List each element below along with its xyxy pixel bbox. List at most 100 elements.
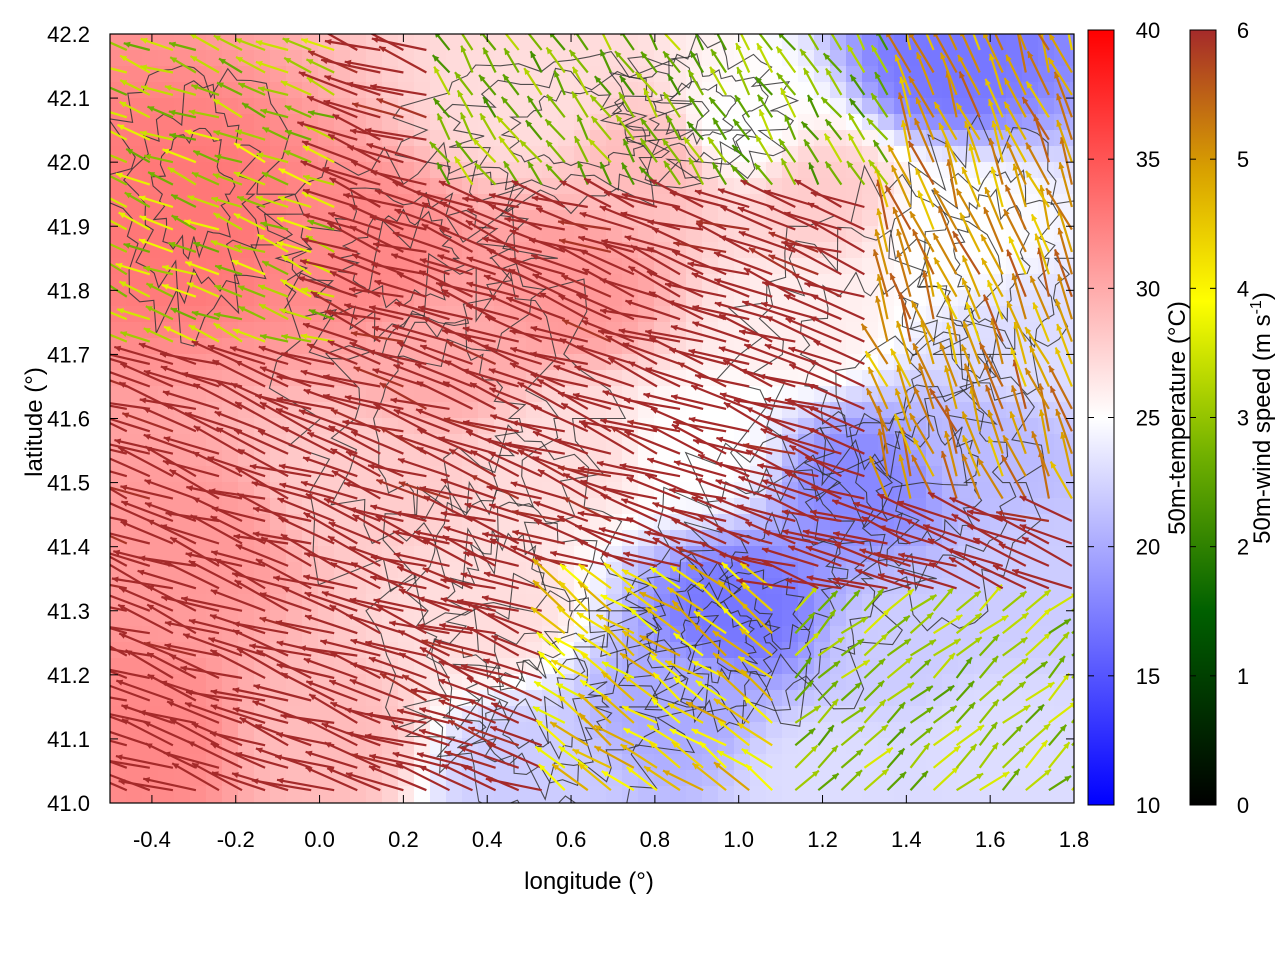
- wind-vector: [932, 724, 962, 747]
- wind-vector: [1001, 768, 1021, 791]
- wind-vector: [574, 524, 635, 545]
- wind-vector: [840, 616, 869, 635]
- wind-vector: [1016, 34, 1027, 73]
- wind-vector: [139, 130, 174, 141]
- wind-vector: [465, 303, 519, 321]
- wind-vector: [559, 179, 612, 208]
- wind-vector: [438, 660, 496, 680]
- wind-vector: [259, 616, 312, 635]
- wind-vector: [622, 138, 635, 163]
- temperature-colorbar-tick-label: 30: [1136, 276, 1160, 301]
- wind-vector: [741, 300, 796, 321]
- wind-vector: [1054, 298, 1073, 342]
- wind-vector: [650, 407, 704, 433]
- wind-vector: [251, 778, 312, 792]
- wind-vector: [550, 659, 589, 679]
- wind-vector: [686, 121, 704, 141]
- wind-vector: [275, 619, 335, 635]
- wind-vector: [511, 420, 565, 433]
- wind-vector: [983, 362, 1004, 410]
- wind-vector: [482, 658, 543, 680]
- wind-vector: [283, 56, 312, 74]
- wind-vector: [234, 401, 289, 433]
- wind-vector: [662, 50, 681, 74]
- wind-vector: [394, 301, 450, 321]
- wind-vector: [933, 257, 958, 298]
- wind-vector: [831, 499, 888, 523]
- wind-vector: [369, 34, 404, 51]
- wind-vector: [873, 551, 934, 567]
- wind-vector: [912, 437, 935, 477]
- wind-vector: [1006, 300, 1027, 343]
- wind-vector: [484, 315, 543, 343]
- wind-vector: [304, 614, 358, 635]
- wind-vector: [785, 243, 842, 276]
- wind-vector: [467, 698, 520, 724]
- wind-vector: [712, 117, 728, 141]
- y-tick-label: 41.9: [47, 214, 90, 239]
- wind-vector: [212, 359, 266, 388]
- wind-vector: [171, 762, 220, 792]
- wind-vector: [646, 270, 704, 298]
- y-axis: 41.0 41.1 41.2 41.3 41.4 41.5 41.6 41.7 41.8 41.9…: [47, 22, 1074, 816]
- wind-vector: [232, 621, 289, 635]
- wind-vector: [488, 203, 543, 231]
- wind-vector: [235, 56, 266, 74]
- wind-vector: [713, 697, 750, 724]
- wind-vector: [538, 291, 589, 321]
- wind-vector: [237, 305, 266, 321]
- wind-vector: [163, 325, 197, 343]
- wind-vector: [860, 323, 889, 365]
- wind-vector: [435, 281, 496, 298]
- wind-vector: [721, 606, 750, 634]
- wind-vector: [927, 491, 981, 522]
- wind-vector: [168, 41, 197, 52]
- wind-vector: [438, 226, 497, 253]
- wind-vector: [807, 202, 865, 231]
- wind-vector: [444, 750, 496, 769]
- wind-vector: [191, 171, 220, 186]
- wind-vector: [110, 333, 128, 343]
- wind-vector: [212, 98, 243, 119]
- wind-vector: [717, 719, 750, 747]
- wind-vector: [438, 436, 496, 455]
- wind-vector: [557, 219, 612, 231]
- wind-vector: [886, 656, 913, 679]
- wind-vector: [699, 741, 727, 769]
- wind-vector: [211, 771, 266, 792]
- wind-vector: [980, 233, 1004, 275]
- wind-vector: [234, 579, 289, 612]
- wind-vector: [577, 580, 612, 612]
- wind-vector: [278, 516, 335, 545]
- wind-vector: [213, 284, 243, 298]
- wind-vector: [236, 647, 289, 679]
- wind-vector: [140, 37, 174, 52]
- wind-vector: [1003, 208, 1027, 253]
- wind-vector: [571, 66, 589, 96]
- wind-vector: [490, 702, 543, 724]
- wind-vector: [808, 162, 820, 186]
- wind-vector: [985, 384, 1004, 432]
- wind-vector: [867, 159, 889, 186]
- wind-vector: [110, 242, 128, 253]
- wind-vector: [467, 726, 520, 747]
- wind-vector: [652, 672, 681, 702]
- x-tick-label: 0.2: [388, 827, 419, 852]
- wind-vector: [234, 360, 289, 388]
- wind-vector: [532, 705, 566, 724]
- wind-vector: [278, 167, 312, 186]
- wind-vector: [367, 463, 427, 478]
- wind-vector: [1025, 142, 1050, 186]
- wind-vector: [394, 208, 450, 231]
- wind-vector: [351, 753, 404, 769]
- wind-vector: [955, 680, 975, 702]
- wind-vector: [519, 139, 543, 163]
- wind-vector: [231, 572, 289, 590]
- wind-vector: [448, 448, 497, 478]
- wind-vector: [485, 777, 542, 792]
- wind-vector: [331, 469, 381, 500]
- wind-vector: [743, 267, 796, 298]
- wind-vector: [955, 743, 978, 769]
- x-tick-label: -0.2: [217, 827, 255, 852]
- wind-vector: [738, 627, 773, 657]
